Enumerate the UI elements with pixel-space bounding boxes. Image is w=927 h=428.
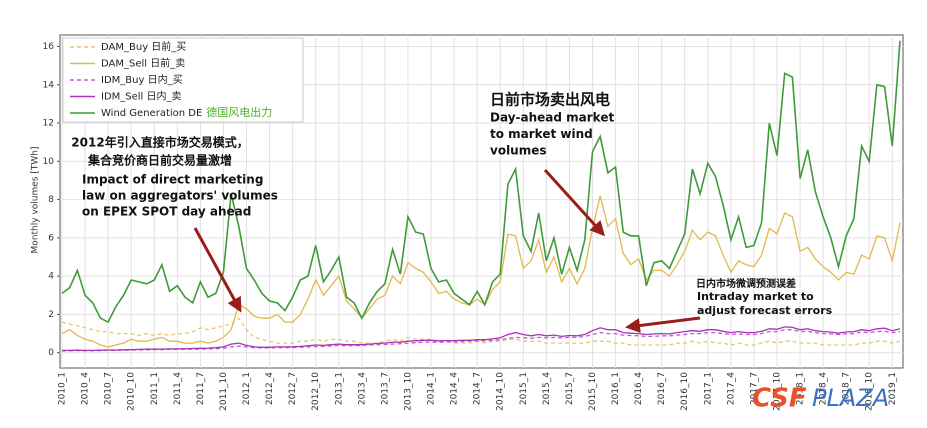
annotation: law on aggregators' volumes (82, 189, 278, 203)
y-axis-label: Monthly volumes [TWh] (31, 147, 41, 254)
annotation: adjust forecast errors (697, 304, 833, 317)
x-tick-label: 2018_10 (865, 372, 875, 411)
x-tick-label: 2019_1 (888, 372, 898, 405)
legend-box (62, 37, 304, 123)
annotation: on EPEX SPOT day ahead (82, 205, 251, 219)
legend-note: 德国风电出力 (206, 105, 272, 119)
x-tick-label: 2015_1 (519, 372, 529, 405)
x-tick-label: 2015_10 (588, 372, 598, 411)
x-tick-label: 2013_1 (334, 372, 344, 405)
x-tick-label: 2014_7 (473, 372, 483, 405)
series-line (61, 195, 901, 348)
x-tick-label: 2017_7 (749, 372, 759, 405)
annotation: Impact of direct marketing (82, 173, 263, 187)
x-tick-label: 2011_10 (219, 372, 229, 411)
x-tick-label: 2012_4 (265, 372, 275, 405)
series-line (62, 329, 901, 352)
annotation: to market wind (490, 127, 593, 141)
annotation: 2012年引入直接市场交易模式， (71, 135, 248, 150)
x-tick-label: 2011_7 (196, 372, 206, 405)
x-tick-label: 2016_7 (657, 372, 667, 405)
x-tick-label: 2016_1 (611, 372, 621, 405)
y-tick-label: 0 (48, 348, 54, 358)
annotation: volumes (490, 144, 547, 158)
x-tick-label: 2015_4 (542, 372, 552, 405)
x-tick-label: 2010_4 (81, 372, 91, 405)
x-tick-label: 2017_4 (726, 372, 736, 405)
x-tick-label: 2017_10 (772, 372, 782, 411)
x-tick-label: 2018_4 (819, 372, 829, 405)
annotation: 集合竞价商日前交易量激增 (87, 153, 232, 168)
x-tick-label: 2012_7 (288, 372, 298, 405)
legend-label: IDM_Sell 日内_卖 (101, 90, 182, 103)
x-tick-label: 2010_10 (127, 372, 137, 411)
legend-label: Wind Generation DE (101, 108, 202, 119)
x-tick-label: 2011_4 (173, 372, 183, 405)
x-tick-label: 2016_4 (634, 372, 644, 405)
annotation: 日前市场卖出风电 (490, 91, 610, 109)
x-tick-label: 2018_7 (842, 372, 852, 405)
arrow (543, 168, 606, 237)
x-tick-label: 2013_4 (357, 372, 367, 405)
y-tick-label: 4 (48, 272, 54, 282)
y-tick-label: 14 (43, 80, 55, 90)
x-tick-label: 2015_7 (565, 372, 575, 405)
y-tick-label: 10 (43, 157, 55, 167)
series-line (62, 326, 901, 352)
y-tick-label: 12 (43, 119, 54, 129)
series-line (61, 317, 901, 346)
x-tick-label: 2010_7 (104, 372, 114, 405)
x-tick-label: 2010_1 (58, 372, 68, 405)
x-tick-label: 2016_10 (680, 372, 690, 411)
y-tick-label: 8 (48, 195, 54, 205)
watermark: CSF (752, 384, 807, 414)
x-tick-label: 2017_1 (703, 372, 713, 405)
x-tick-label: 2011_1 (150, 372, 160, 405)
y-tick-label: 6 (48, 233, 54, 243)
x-tick-label: 2013_10 (403, 372, 413, 411)
legend-label: DAM_Sell 日前_卖 (101, 57, 185, 70)
series-line (61, 40, 901, 324)
annotation: Intraday market to (697, 290, 814, 303)
plot-frame (59, 34, 904, 369)
x-tick-label: 2013_7 (380, 372, 390, 405)
annotation: Day-ahead market (490, 111, 614, 125)
y-tick-label: 16 (43, 42, 55, 52)
x-tick-label: 2018_1 (796, 372, 806, 405)
watermark: PLAZA (812, 384, 889, 412)
x-tick-label: 2014_10 (496, 372, 506, 411)
x-tick-label: 2014_1 (427, 372, 437, 405)
x-tick-label: 2014_4 (450, 372, 460, 405)
arrow (625, 316, 701, 333)
x-tick-label: 2012_10 (311, 372, 321, 411)
y-tick-label: 2 (48, 310, 54, 320)
arrow (193, 227, 242, 313)
x-tick-label: 2012_1 (242, 372, 252, 405)
legend-label: IDM_Buy 日内_买 (101, 73, 183, 86)
annotation: 日内市场微调预测误差 (696, 277, 796, 290)
legend-label: DAM_Buy 日前_买 (101, 40, 186, 53)
